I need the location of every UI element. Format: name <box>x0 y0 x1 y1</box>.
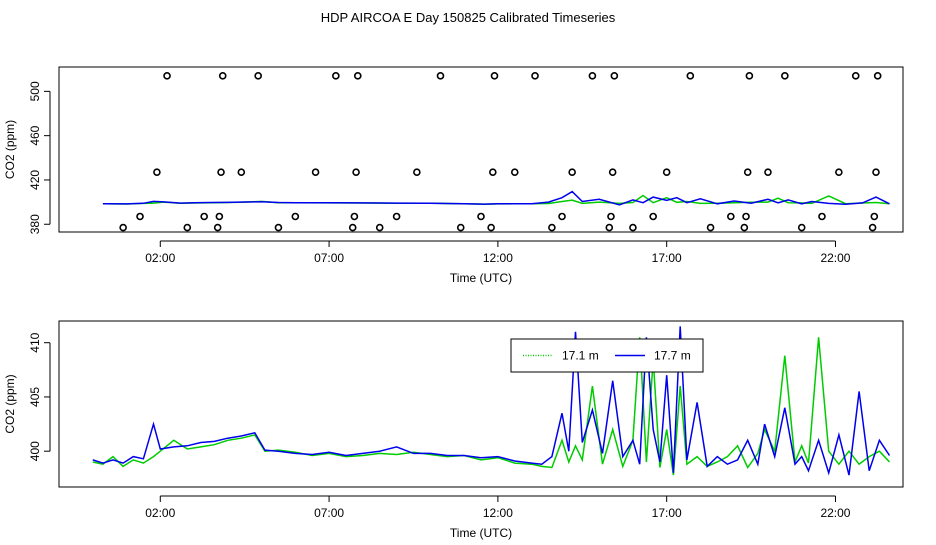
panel1-data-point <box>607 212 615 221</box>
panel2-y-tick-label: 410 <box>28 332 42 352</box>
panel1-x-tick-label: 12:00 <box>483 251 513 265</box>
panel1-y-tick-label: 380 <box>28 214 42 234</box>
panel1-data-point <box>548 223 556 232</box>
panel1-data-point <box>456 223 465 232</box>
panel1-data-point <box>531 72 539 80</box>
panel1-x-axis-label: Time (UTC) <box>450 271 512 285</box>
panel1-data-point <box>350 212 359 221</box>
panel1-data-point <box>477 212 485 221</box>
panel1-data-point <box>163 72 171 80</box>
panel1-data-point <box>727 212 735 221</box>
panel1-data-point <box>605 223 614 232</box>
panel1-data-point <box>217 168 225 177</box>
panel1-data-point <box>200 212 208 221</box>
panel1-data-point <box>781 72 789 80</box>
panel1-data-point <box>487 223 495 232</box>
panel1-data-point <box>835 168 843 177</box>
panel1-data-point <box>392 212 401 221</box>
panel1-y-tick-label: 460 <box>28 125 42 145</box>
panel1-x-tick-label: 02:00 <box>145 251 175 265</box>
panel1-data-point <box>510 168 519 177</box>
panel1-data-point <box>686 72 695 80</box>
panel1-data-point <box>764 168 772 177</box>
panel1-data-point <box>870 212 879 221</box>
panel1-data-point <box>558 212 566 221</box>
panel1-data-point <box>353 72 362 80</box>
panel1-data-point <box>818 212 826 221</box>
panel1-data-point <box>215 212 224 221</box>
panel1-data-point <box>311 168 320 177</box>
panel2-y-tick-label: 400 <box>28 441 42 461</box>
panel1-data-point <box>797 223 806 232</box>
panel1-y-tick-label: 420 <box>28 170 42 190</box>
panel1-data-point <box>742 212 750 221</box>
panel1-data-point <box>119 223 127 232</box>
panel1-data-point <box>375 223 384 232</box>
panel1-data-point <box>274 223 283 232</box>
panel2-x-tick-label: 17:00 <box>652 506 682 520</box>
panel1-data-point <box>851 72 860 80</box>
panel1-data-point <box>610 72 619 80</box>
panel1-data-point <box>568 168 576 177</box>
panel2-x-tick-label: 22:00 <box>820 506 850 520</box>
panel1-data-point <box>237 168 246 177</box>
panel1-data-point <box>649 212 657 221</box>
panel1-data-point <box>588 72 597 80</box>
panel2-legend-label-1: 17.1 m <box>562 349 599 363</box>
panel1-data-point <box>436 72 445 80</box>
panel1-plot-frame <box>58 66 904 233</box>
panel1-x-tick-label: 07:00 <box>314 251 344 265</box>
panel2-y-tick-label: 405 <box>28 387 42 407</box>
panel1-data-point <box>291 212 300 221</box>
panel1-data-point <box>662 168 671 177</box>
panel1-data-point <box>183 223 192 232</box>
panel2-x-tick-label: 12:00 <box>483 506 513 520</box>
panel1-y-axis-label: CO2 (ppm) <box>3 120 17 179</box>
figure-title: HDP AIRCOA E Day 150825 Calibrated Times… <box>320 10 616 25</box>
panel2-series-line-1 <box>92 337 891 476</box>
panel1-data-point <box>872 168 880 177</box>
panel1-data-point <box>743 168 752 177</box>
panel1-data-point <box>873 72 882 80</box>
panel1-data-point <box>213 223 222 232</box>
panel2-x-tick-label: 02:00 <box>145 506 175 520</box>
panel1-data-point <box>489 168 497 177</box>
panel2-series-line-2 <box>92 326 891 476</box>
panel1-data-point <box>153 168 161 177</box>
panel1-data-point <box>332 72 340 80</box>
panel1-series-line-2 <box>102 190 890 206</box>
panel1-x-tick-label: 17:00 <box>652 251 682 265</box>
panel1-data-point <box>254 72 262 80</box>
panel2-y-axis-label: CO2 (ppm) <box>3 374 17 433</box>
panel1-data-point <box>490 72 499 80</box>
panel1-data-point <box>218 72 227 80</box>
panel2-x-tick-label: 07:00 <box>314 506 344 520</box>
panel1-data-point <box>352 168 360 177</box>
panel1-data-point <box>608 168 617 177</box>
panel1-data-point <box>706 223 715 232</box>
panel1-x-tick-label: 22:00 <box>820 251 850 265</box>
panel1-y-tick-label: 500 <box>28 81 42 101</box>
panel1-data-point <box>629 223 637 232</box>
panel1-data-point <box>745 72 754 80</box>
panel1-data-point <box>136 212 144 221</box>
panel2-x-axis-label: Time (UTC) <box>450 526 512 540</box>
panel1-data-point <box>348 223 357 232</box>
panel1-data-point <box>868 223 877 232</box>
panel2-plot-frame <box>58 320 904 488</box>
panel1-data-point <box>740 223 749 232</box>
panel1-data-point <box>413 168 421 177</box>
panel2-legend-label-2: 17.7 m <box>654 349 691 363</box>
